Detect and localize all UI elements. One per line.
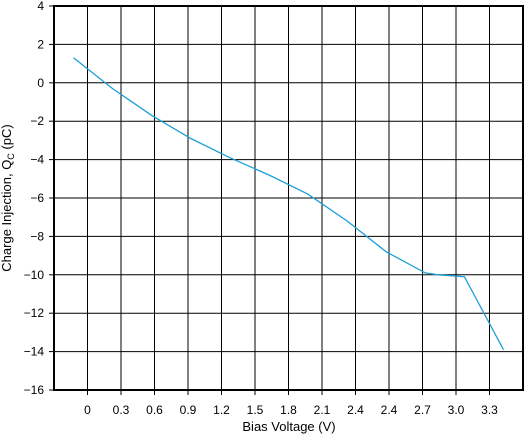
x-tick-label: 2.7: [414, 403, 431, 417]
x-tick-label: 2.4: [347, 403, 364, 417]
y-tick-label: −10: [24, 268, 45, 282]
x-tick-label: 3.0: [448, 403, 465, 417]
y-tick-label: −14: [24, 345, 45, 359]
x-tick-label: 0.6: [146, 403, 163, 417]
x-tick-label: 2.4: [381, 403, 398, 417]
x-tick-label: 0: [84, 403, 91, 417]
y-tick-label: 0: [37, 76, 44, 90]
y-tick-label: −8: [30, 229, 44, 243]
x-tick-label: 3.3: [481, 403, 498, 417]
x-tick-label: 1.2: [213, 403, 230, 417]
series-line: [73, 57, 505, 351]
y-axis-title-unit: (pC): [0, 124, 14, 153]
x-tick-label: 0.3: [113, 403, 130, 417]
x-axis-title: Bias Voltage (V): [242, 419, 335, 434]
y-tick-label: −12: [24, 306, 45, 320]
y-tick-label: −4: [30, 153, 44, 167]
x-tick-label: 1.5: [247, 403, 264, 417]
plot-frame: [53, 5, 524, 391]
x-tick-label: 2.1: [314, 403, 331, 417]
y-tick-labels: 4 2 0 −2 −4 −6 −8 −10 −12 −14 −16: [24, 0, 45, 397]
y-axis-title-main: Charge Injection, Q: [0, 160, 14, 272]
x-tick-label: 0.9: [180, 403, 197, 417]
y-tick-label: 4: [37, 0, 44, 13]
x-tick-label: 1.8: [280, 403, 297, 417]
y-tick-label: 2: [37, 37, 44, 51]
x-tick-labels: 0 0.3 0.6 0.9 1.2 1.5 1.8 2.1 2.4 2.4 2.7 3.0 3.3: [84, 403, 498, 417]
y-axis-title: Charge Injection, QC (pC): [0, 124, 16, 271]
y-tick-label: −6: [30, 191, 44, 205]
y-tick-label: −16: [24, 383, 45, 397]
y-axis-title-subscript: C: [6, 153, 16, 160]
y-tick-label: −2: [30, 114, 44, 128]
